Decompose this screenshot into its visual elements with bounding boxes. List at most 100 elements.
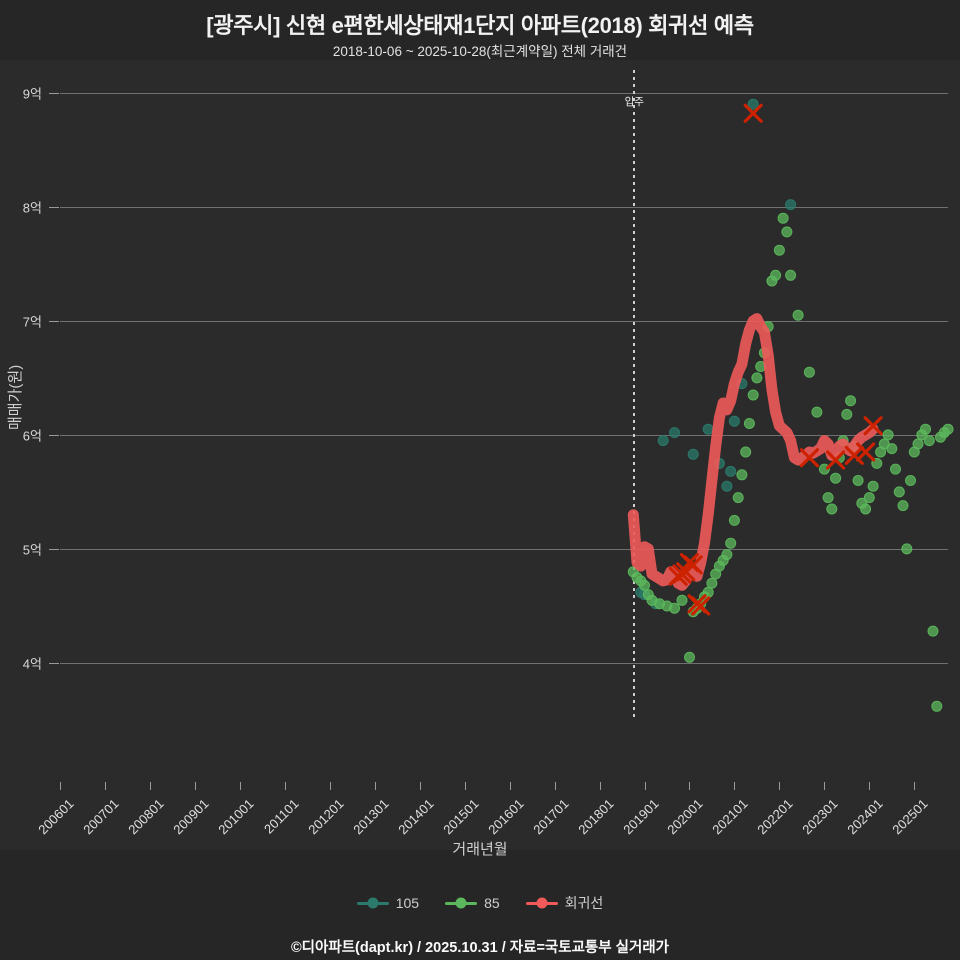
x-tick <box>239 782 241 790</box>
x-tick <box>464 782 466 790</box>
move-in-marker-line <box>633 70 636 720</box>
data-point <box>901 543 913 555</box>
data-point <box>676 594 688 606</box>
data-point <box>721 480 733 492</box>
series-85 <box>627 212 954 712</box>
outlier-x-icon <box>799 448 819 468</box>
y-tick-label: 5억 <box>22 542 42 558</box>
legend-label: 회귀선 <box>564 895 604 911</box>
x-tick <box>509 782 511 790</box>
data-point <box>882 429 894 441</box>
data-point <box>781 226 793 238</box>
outlier-x-icon <box>691 596 711 616</box>
page-title: [광주시] 신현 e편한세상태재1단지 아파트(2018) 회귀선 예측 <box>206 13 754 38</box>
plot-area: 4억 5억 6억 7억 8억 9억 200601 200701 200801 200901 201… <box>23 70 954 837</box>
data-point <box>736 469 748 481</box>
data-point <box>751 372 763 384</box>
data-point <box>743 418 755 429</box>
y-tick-dash <box>49 548 59 550</box>
x-tick <box>914 782 916 790</box>
data-point <box>920 423 931 435</box>
data-point <box>845 395 857 407</box>
data-point <box>942 423 954 435</box>
y-tick-label: 6억 <box>22 428 42 444</box>
gridline <box>60 320 948 322</box>
legend-dot-icon <box>536 897 548 909</box>
data-point <box>777 212 789 224</box>
x-tick <box>779 782 781 790</box>
legend-item-85[interactable]: 85 <box>445 895 500 911</box>
data-point <box>830 472 842 484</box>
x-tick <box>419 782 421 790</box>
data-point <box>732 492 744 504</box>
outlier-x-icon <box>856 442 876 462</box>
x-tick <box>644 782 646 790</box>
legend-swatch-icon <box>445 897 478 909</box>
legend-label: 85 <box>484 895 500 911</box>
y-tick-dash <box>49 434 59 436</box>
y-tick-dash <box>49 92 59 94</box>
x-tick <box>554 782 556 790</box>
data-point <box>860 503 872 515</box>
data-point <box>867 480 879 492</box>
gridline <box>60 206 948 208</box>
data-point <box>886 443 898 455</box>
data-point <box>803 366 815 378</box>
data-point <box>852 475 864 486</box>
legend-dot-icon <box>367 897 379 909</box>
outlier-x-icon <box>844 445 864 465</box>
x-tick <box>104 782 106 790</box>
move-in-marker-label: 입주 <box>624 96 644 108</box>
data-point <box>890 463 901 475</box>
data-point <box>740 446 752 458</box>
y-tick-label: 7억 <box>22 314 42 330</box>
data-point <box>931 700 943 712</box>
data-point <box>706 577 718 589</box>
x-tick <box>194 782 196 790</box>
data-point <box>725 465 737 477</box>
x-tick <box>689 782 691 790</box>
data-point <box>669 602 680 614</box>
data-point <box>721 549 733 561</box>
legend-label: 105 <box>395 895 420 911</box>
data-point <box>639 579 650 591</box>
y-tick-label: 4억 <box>22 656 42 672</box>
x-tick <box>284 782 286 790</box>
x-tick <box>869 782 871 790</box>
regression-line <box>627 313 879 591</box>
data-point <box>747 389 759 401</box>
data-point <box>912 438 924 450</box>
data-point <box>687 448 699 460</box>
legend-item-회귀선[interactable]: 회귀선 <box>525 893 604 913</box>
outlier-x-icon <box>668 566 688 586</box>
x-tick <box>824 782 826 790</box>
legend-swatch-icon <box>356 897 389 909</box>
x-tick <box>60 782 61 790</box>
data-point <box>725 537 737 549</box>
gridline <box>60 548 948 550</box>
data-point <box>923 435 935 447</box>
y-tick-dash <box>49 662 59 664</box>
legend-item-105[interactable]: 105 <box>356 895 420 911</box>
data-point <box>702 423 714 435</box>
x-tick <box>734 782 736 790</box>
data-point <box>897 500 909 512</box>
data-point <box>927 625 939 637</box>
x-axis-label: 거래년월 <box>452 841 508 858</box>
data-point <box>684 651 695 663</box>
data-point <box>770 269 782 281</box>
x-tick <box>374 782 376 790</box>
y-tick-dash <box>49 320 59 322</box>
gridline <box>60 434 948 436</box>
y-tick-label: 8억 <box>22 200 42 216</box>
data-point <box>863 492 875 504</box>
y-tick-dash <box>49 206 59 208</box>
data-point <box>893 486 905 498</box>
data-point <box>728 514 740 526</box>
legend-dot-icon <box>455 897 467 909</box>
outlier-x-icon <box>826 450 846 470</box>
page-subtitle: 2018-10-06 ~ 2025-10-28(최근계약일) 전체 거래건 <box>332 44 628 59</box>
data-point <box>905 475 916 486</box>
outlier-x-icon <box>743 103 763 123</box>
data-point <box>669 427 680 439</box>
